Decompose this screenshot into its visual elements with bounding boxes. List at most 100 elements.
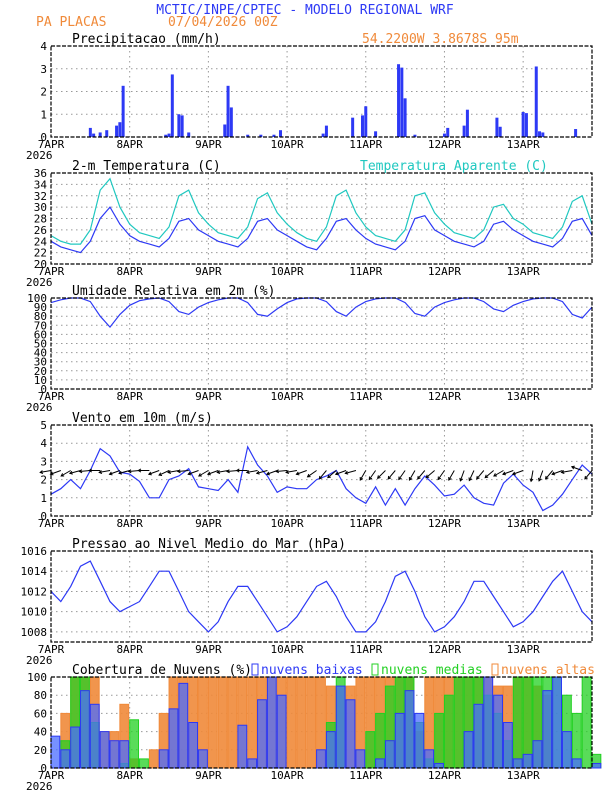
wind-vector-head — [60, 473, 65, 477]
y-tick-label: 3 — [40, 63, 47, 76]
x-tick-label: 9APR — [195, 390, 222, 403]
wind-vector — [368, 470, 377, 480]
y-tick-label: 3 — [40, 455, 47, 468]
cloud-bar-nuvens-baixas — [434, 762, 444, 769]
wind-vector — [188, 470, 199, 475]
cloud-bar-nuvens-baixas — [60, 749, 71, 769]
precip-bar — [360, 115, 364, 137]
cloud-bar-nuvens-baixas — [561, 731, 572, 769]
wind-vector-head — [511, 471, 516, 476]
wind-vector — [50, 470, 62, 475]
wind-vector — [276, 470, 288, 472]
wind-vector-head — [39, 470, 44, 474]
cloud-bar-nuvens-baixas — [316, 749, 326, 769]
cloud-bar-nuvens-baixas — [325, 731, 336, 769]
x-tick-label: 8APR — [116, 390, 143, 403]
precip-bar — [351, 117, 355, 137]
y-tick-label: 1016 — [21, 545, 48, 558]
cloud-bar-nuvens-baixas — [522, 753, 533, 769]
legend-nuvens-medias: nuvens medias — [381, 663, 483, 678]
y-tick-label: 70 — [34, 319, 47, 332]
panel-title: Cobertura de Nuvens (%) — [72, 663, 252, 678]
x-tick-label: 7APR — [38, 390, 65, 403]
cloud-bar-nuvens-baixas — [158, 749, 169, 769]
x-tick-label: 7APR — [38, 517, 65, 530]
precip-bar — [246, 134, 250, 137]
wind-vector — [109, 470, 121, 475]
wind-vector-head — [127, 469, 132, 474]
wind-vector-head — [560, 470, 565, 474]
x-tick-label: 12APR — [428, 138, 461, 151]
cloud-bar-nuvens-baixas — [188, 722, 199, 769]
wind-vector — [345, 470, 357, 474]
panel-wind: 0 1 2 3 4 5 7APR 8APR 9APR 10APR 11APR 12APR 13APR Ve… — [38, 411, 593, 530]
y-tick-label: 2 — [40, 474, 47, 487]
series-line-0 — [50, 206, 593, 254]
wind-vector — [493, 470, 504, 477]
y-tick-label: 20 — [34, 365, 47, 378]
plot-frame — [50, 550, 593, 643]
cloud-bar-nuvens-baixas — [591, 762, 602, 769]
cloud-bar-nuvens-baixas — [493, 694, 503, 769]
wind-vector-head — [502, 471, 507, 476]
x-tick-label: 10APR — [271, 517, 304, 530]
y-tick-label: 80 — [34, 689, 47, 702]
wind-vector — [167, 470, 179, 473]
x-tick-label: 10APR — [271, 390, 304, 403]
wind-vector-head — [295, 471, 300, 476]
wind-vector — [99, 470, 111, 473]
x-tick-label: 8APR — [116, 265, 143, 278]
wind-vector-head — [327, 474, 331, 479]
precip-bar — [105, 130, 109, 137]
precip-bar — [92, 133, 96, 137]
wind-vector-head — [359, 477, 364, 481]
panel-title: Pressao ao Nivel Medio do Mar (hPa) — [72, 537, 346, 552]
legend-nuvens-altas: nuvens altas — [501, 663, 595, 678]
y-tick-label: 60 — [34, 328, 47, 341]
precip-bar — [364, 106, 368, 137]
precip-bar — [187, 132, 191, 137]
precip-bar — [541, 132, 545, 137]
wind-vector — [425, 470, 435, 478]
x-tick-label: 13APR — [507, 517, 540, 530]
wind-vector — [118, 470, 130, 474]
precip-bar — [442, 133, 446, 137]
series-line-0 — [50, 297, 593, 329]
x-tick-label: 8APR — [116, 138, 143, 151]
wind-vector-head — [417, 475, 421, 480]
cloud-bar-nuvens-altas — [286, 676, 297, 769]
precip-bar — [118, 122, 122, 137]
x-tick-label: 11APR — [349, 769, 382, 782]
y-tick-label: 5 — [40, 419, 47, 432]
wind-vector — [285, 470, 297, 473]
x-tick-label: 9APR — [195, 643, 222, 656]
cloud-bar-nuvens-baixas — [247, 758, 258, 769]
wind-vector — [417, 470, 426, 480]
precip-bar — [465, 109, 469, 137]
wind-vector — [158, 470, 170, 476]
wind-vector-head — [408, 477, 413, 481]
wind-vector-head — [484, 474, 489, 479]
cloud-bar-nuvens-baixas — [463, 731, 474, 769]
panel-precip: 0 1 2 3 4 7APR 8APR 9APR 10APR 11APR 12APR 13APR 202… — [26, 32, 593, 162]
wind-vector — [266, 470, 278, 475]
cloud-bar-nuvens-medias — [139, 758, 149, 769]
cloud-bar-nuvens-baixas — [502, 722, 513, 769]
cloud-bar-nuvens-baixas — [512, 758, 523, 769]
cloud-bar-nuvens-baixas — [178, 682, 189, 769]
x-tick-label: 11APR — [349, 138, 382, 151]
precip-bar — [403, 98, 407, 137]
y-tick-label: 0 — [40, 383, 47, 396]
y-tick-label: 1008 — [21, 626, 48, 639]
cloud-bar-nuvens-baixas — [355, 749, 366, 769]
wind-vector-head — [459, 477, 464, 482]
cloud-bar-nuvens-altas — [306, 676, 317, 769]
wind-vector — [318, 470, 327, 480]
y-tick-label: 10 — [34, 374, 47, 387]
wind-vector-head — [398, 476, 402, 481]
main-title: MCTIC/INPE/CPTEC - MODELO REGIONAL WRF — [156, 3, 454, 18]
x-tick-label: 13APR — [507, 390, 540, 403]
plot-frame — [50, 676, 593, 769]
x-tick-label: 7APR — [38, 643, 65, 656]
y-tick-label: 60 — [34, 707, 47, 720]
